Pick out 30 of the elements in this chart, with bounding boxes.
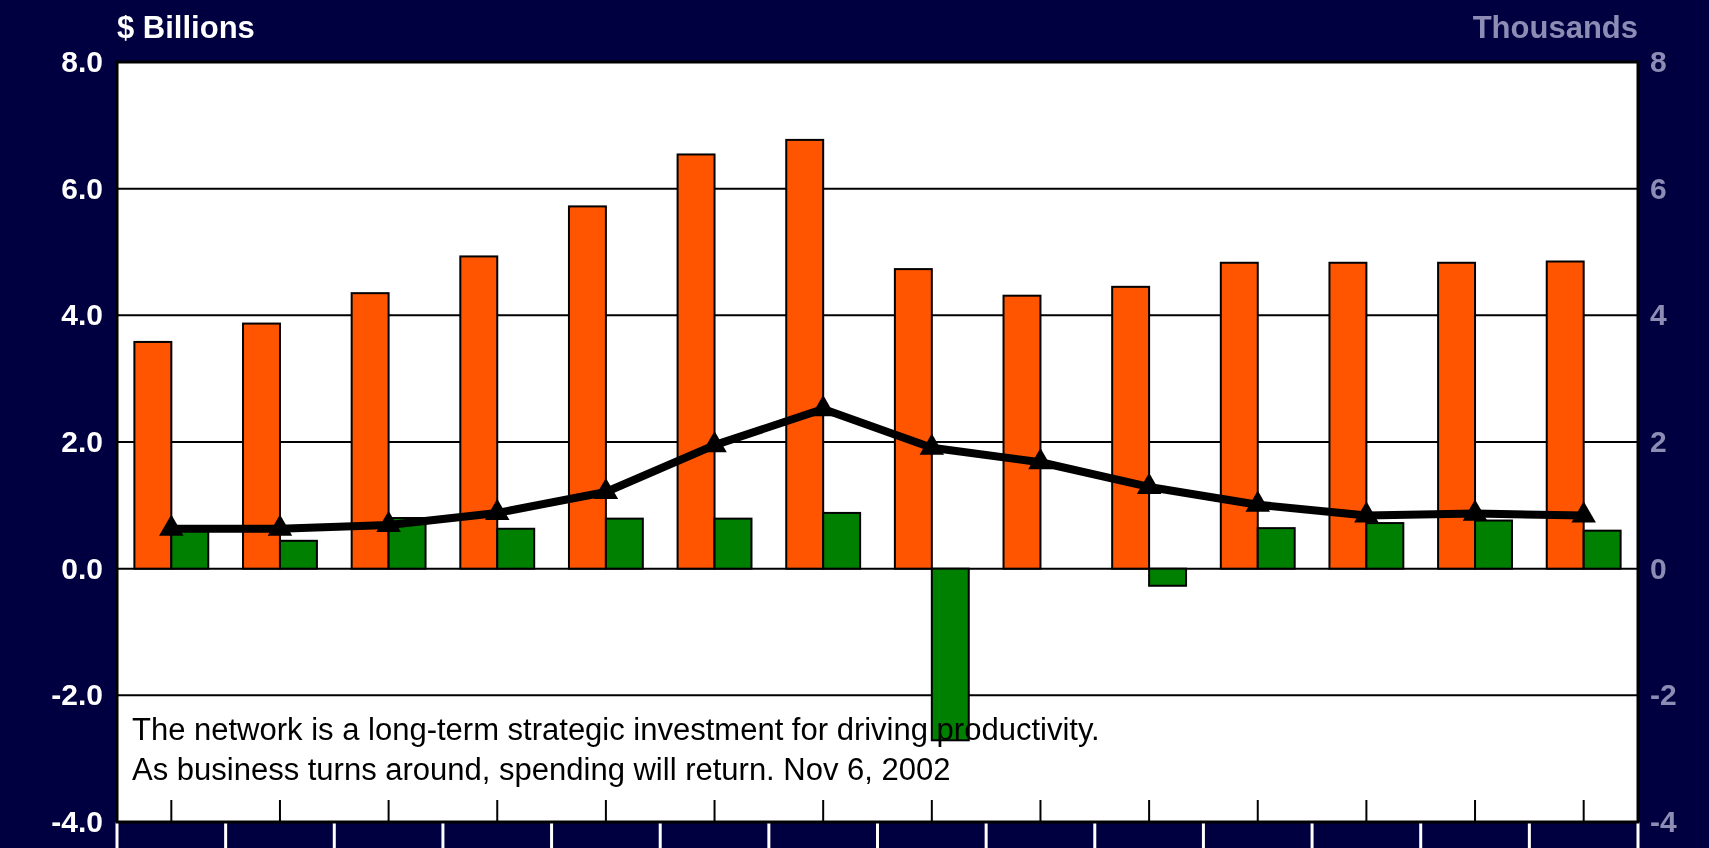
point	[1354, 501, 1379, 523]
y2-tick-label: -2	[1650, 678, 1677, 712]
y2-axis-title: Thousands	[1472, 10, 1638, 45]
y-tick-label: 0.0	[61, 551, 103, 585]
y-tick-label: 6.0	[61, 171, 103, 205]
y-tick-label: 8.0	[61, 45, 103, 79]
point	[1462, 499, 1488, 521]
annotation: As business turns around, spending will return. Nov 6, 2002	[132, 752, 951, 787]
point	[1136, 472, 1162, 495]
y2-tick-label: 4	[1650, 298, 1667, 332]
point	[267, 514, 293, 536]
y-tick-label: -2.0	[51, 678, 103, 712]
point	[919, 433, 945, 455]
y-tick-label: 2.0	[61, 425, 103, 459]
point	[376, 510, 401, 533]
y2-tick-label: 2	[1650, 425, 1667, 459]
y2-tick-label: 8	[1650, 45, 1667, 79]
y-axis-title: $ Billions	[117, 10, 255, 45]
point	[1028, 448, 1053, 470]
y2-tick-label: -4	[1650, 805, 1677, 839]
point	[593, 477, 619, 500]
y-tick-label: 4.0	[61, 298, 103, 332]
point	[485, 498, 510, 521]
y2-tick-label: 0	[1650, 551, 1667, 585]
point	[1571, 501, 1596, 523]
y2-tick-label: 6	[1650, 171, 1667, 205]
point	[810, 394, 836, 417]
y-tick-label: -4.0	[51, 805, 103, 839]
point	[1245, 490, 1270, 512]
point	[159, 514, 184, 536]
